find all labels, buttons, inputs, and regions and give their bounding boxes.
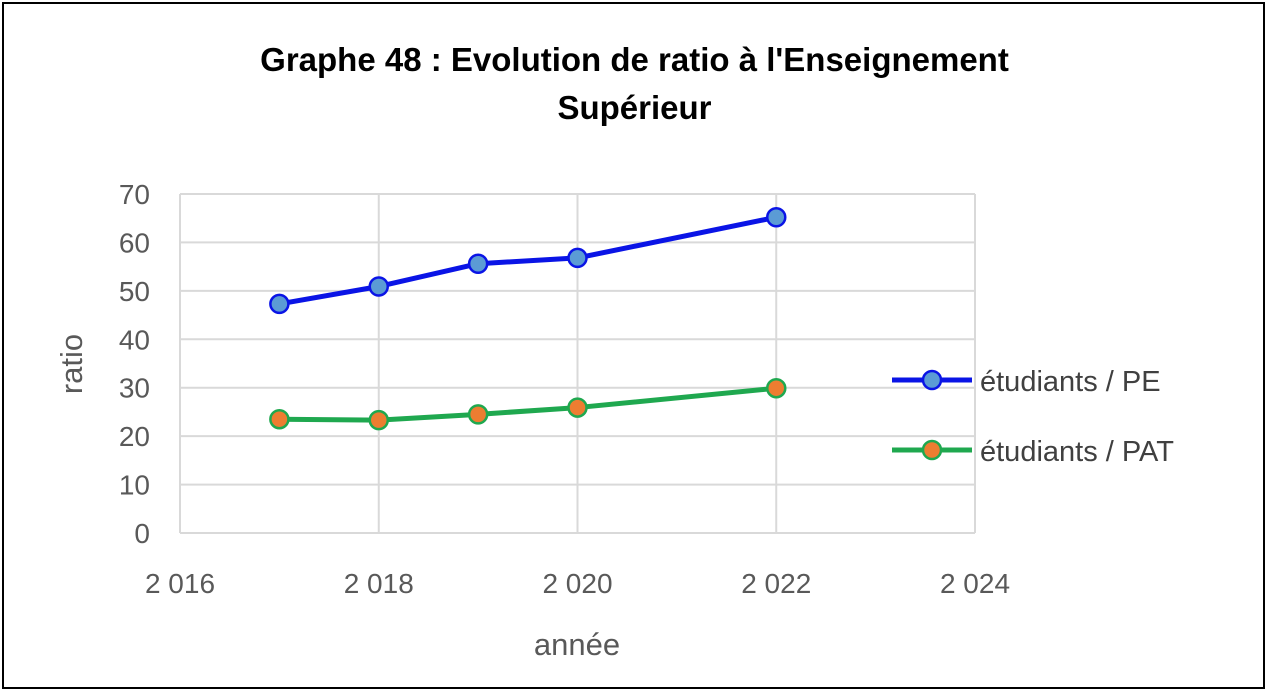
- gridlines: [179, 193, 976, 534]
- data-point-1: [567, 247, 588, 269]
- data-point-2: [467, 404, 489, 425]
- y-tick-label: 0: [134, 518, 150, 549]
- chart-title: Graphe 48 : Evolution de ratio à l'Ensei…: [0, 36, 1269, 132]
- legend-label-1: étudiants / PE: [980, 366, 1161, 398]
- x-tick-label: 2 024: [940, 568, 1010, 599]
- series-line-2: [279, 385, 777, 423]
- x-tick-label: 2 020: [542, 568, 612, 599]
- legend-marker-2: [921, 439, 943, 461]
- y-tick-label: 40: [119, 324, 150, 355]
- data-point-1: [269, 293, 290, 315]
- chart-title-line-1: Graphe 48 : Evolution de ratio à l'Ensei…: [260, 41, 1009, 78]
- data-point-2: [368, 409, 389, 431]
- y-tick-label: 70: [119, 179, 150, 210]
- data-series: [269, 206, 787, 431]
- data-point-2: [567, 397, 588, 418]
- y-tick-label: 50: [119, 276, 150, 307]
- y-tick-label: 10: [119, 470, 150, 501]
- x-tick-label: 2 018: [344, 568, 414, 599]
- legend-label-2: étudiants / PAT: [980, 436, 1174, 468]
- data-point-2: [269, 408, 290, 430]
- y-tick-label: 30: [119, 373, 150, 404]
- x-axis-title: année: [534, 627, 620, 662]
- y-axis-title: ratio: [54, 334, 89, 394]
- data-point-1: [766, 206, 787, 228]
- x-tick-label: 2 022: [741, 568, 811, 599]
- legend-marker-1: [921, 369, 943, 391]
- data-point-1: [368, 276, 389, 297]
- legend: étudiants / PE étudiants / PAT: [892, 366, 1174, 468]
- data-point-1: [467, 253, 489, 274]
- tick-labels: 0 10 20 30 40 50 60 70 2 016 2 018 2 020 2 022 2 024: [119, 179, 1010, 599]
- y-tick-label: 20: [119, 421, 150, 452]
- x-tick-label: 2 016: [145, 568, 215, 599]
- data-point-2: [766, 377, 787, 399]
- y-tick-label: 60: [119, 227, 150, 258]
- chart-title-line-2: Supérieur: [557, 89, 712, 126]
